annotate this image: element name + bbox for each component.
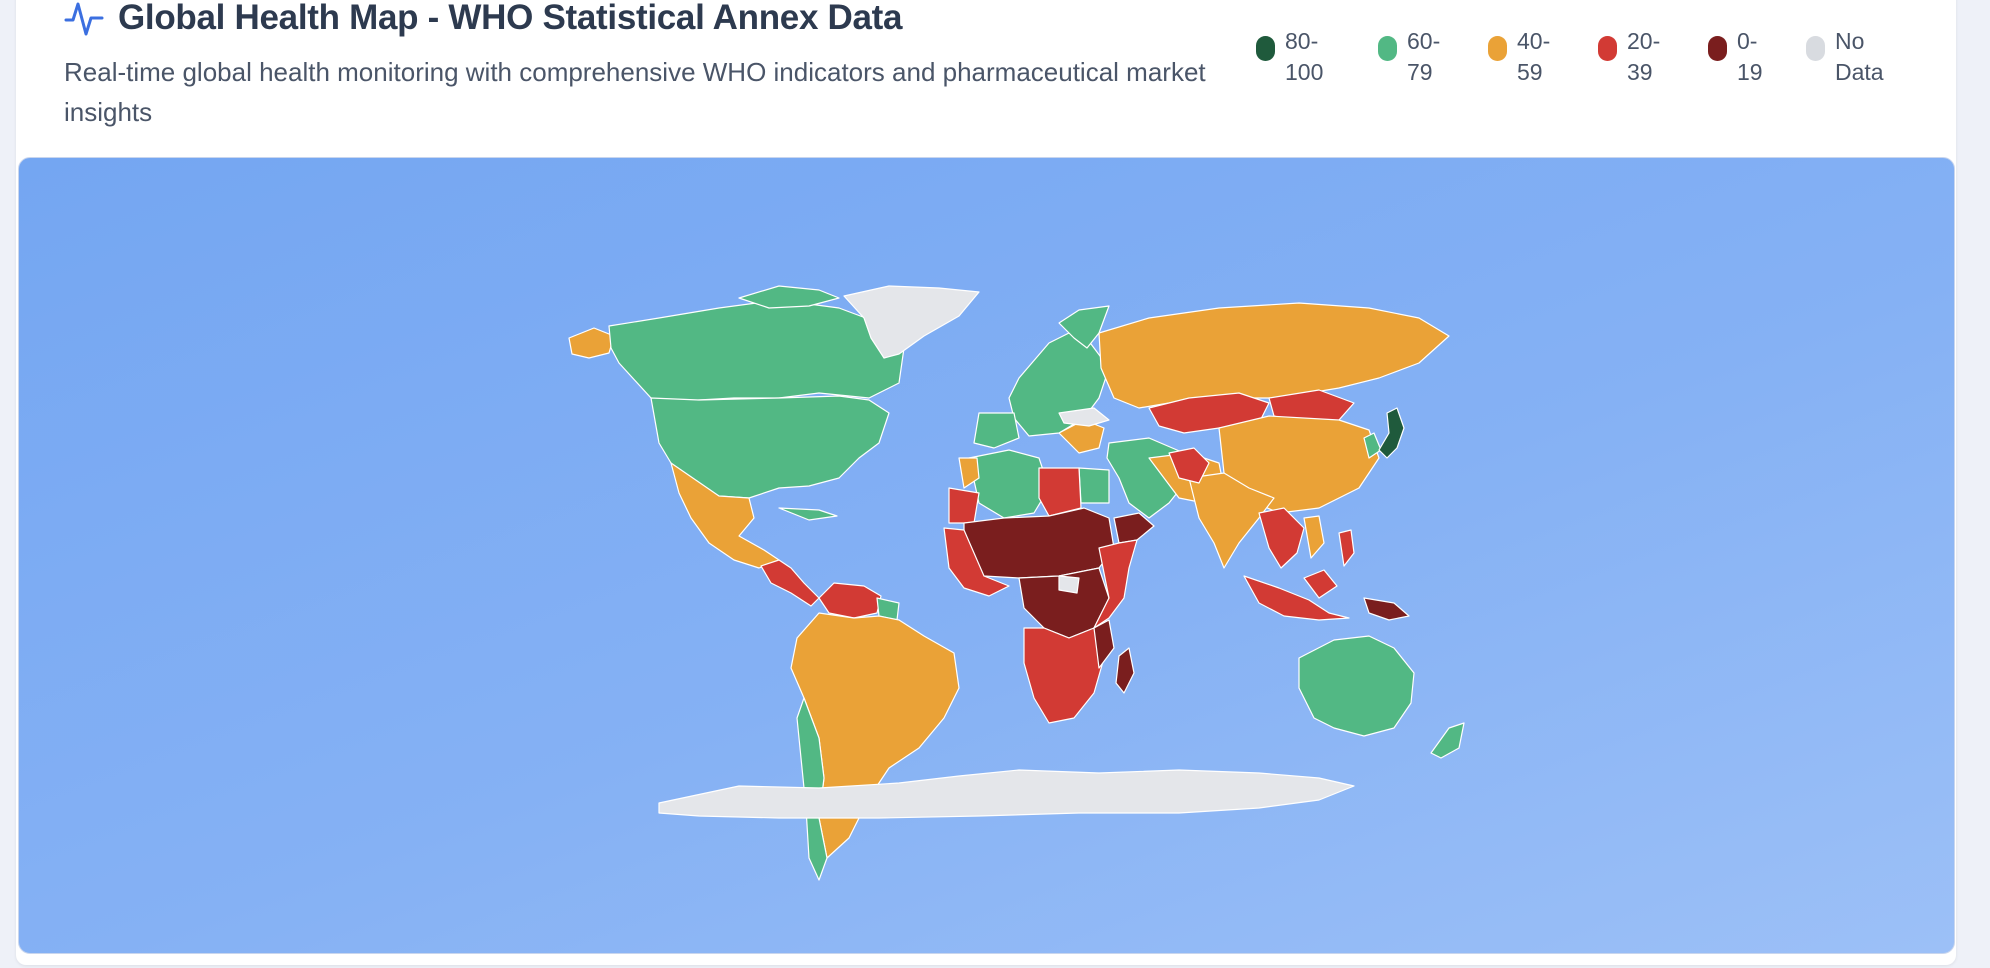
legend-label: 0- 19 [1737,28,1763,85]
region-southern-africa[interactable] [1023,627,1105,724]
legend-label: 20- 39 [1627,28,1661,85]
region-venezuela[interactable] [818,582,882,619]
legend-item-60-79: 60- 79 [1378,26,1488,88]
legend-swatch [1598,36,1617,61]
region-madagascar[interactable] [1115,647,1135,694]
legend-item-0-19: 0- 19 [1708,26,1778,88]
region-canada-arctic[interactable] [738,285,840,309]
page-title: Global Health Map - WHO Statistical Anne… [118,0,903,37]
region-horn-of-africa[interactable] [1113,512,1155,544]
region-vietnam[interactable] [1303,515,1325,559]
region-morocco[interactable] [958,457,980,489]
region-australia[interactable] [1298,635,1415,737]
legend-item-40-59: 40- 59 [1488,26,1598,88]
region-indonesia[interactable] [1243,575,1350,621]
legend-label: No Data [1835,28,1884,85]
region-libya[interactable] [1038,467,1082,517]
region-car-no-data[interactable] [1058,575,1080,594]
region-new-zealand[interactable] [1430,722,1465,759]
legend-label: 60- 79 [1407,28,1441,85]
region-caspian[interactable] [1058,407,1110,427]
world-map[interactable] [19,158,1954,953]
legend-swatch [1488,36,1507,61]
region-southeast-asia[interactable] [1258,507,1305,569]
region-central-america[interactable] [760,559,820,607]
legend-item-20-39: 20- 39 [1598,26,1708,88]
region-iberia[interactable] [973,412,1020,449]
legend-swatch [1256,36,1275,61]
legend-swatch [1806,36,1825,61]
legend-swatch [1378,36,1397,61]
region-india[interactable] [1188,472,1275,569]
region-borneo[interactable] [1303,569,1338,599]
world-map-panel[interactable] [18,157,1955,954]
region-caribbean[interactable] [778,507,838,521]
region-alaska[interactable] [568,327,615,359]
region-north-africa[interactable] [968,449,1050,519]
region-egypt[interactable] [1078,467,1110,504]
region-antarctica[interactable] [658,769,1355,819]
title-row: Global Health Map - WHO Statistical Anne… [64,0,903,38]
activity-pulse-icon [64,2,104,36]
legend-item-80-100: 80- 100 [1256,26,1378,88]
health-map-card: Global Health Map - WHO Statistical Anne… [16,0,1956,965]
region-greenland[interactable] [843,285,980,359]
card-header: Global Health Map - WHO Statistical Anne… [16,0,1956,158]
legend-label: 40- 59 [1517,28,1551,85]
region-west-africa[interactable] [943,527,1010,597]
region-russia[interactable] [1098,302,1450,409]
region-philippines[interactable] [1338,529,1355,567]
region-south-asia-west[interactable] [1168,447,1210,484]
region-west-sahara[interactable] [948,487,980,524]
region-japan[interactable] [1378,407,1405,459]
region-papua-new-guinea[interactable] [1363,597,1410,621]
region-mozambique[interactable] [1093,619,1115,669]
legend-item-no-data: No Data [1806,26,1906,88]
region-sahel[interactable] [963,507,1115,579]
legend-label: 80- 100 [1285,28,1324,85]
score-legend: 80- 100 60- 79 40- 59 20- 39 0- 19 No Da… [1256,26,1906,88]
region-east-africa[interactable] [1093,539,1138,629]
legend-swatch [1708,36,1727,61]
page-subtitle: Real-time global health monitoring with … [64,57,1206,127]
region-canada[interactable] [608,299,905,404]
